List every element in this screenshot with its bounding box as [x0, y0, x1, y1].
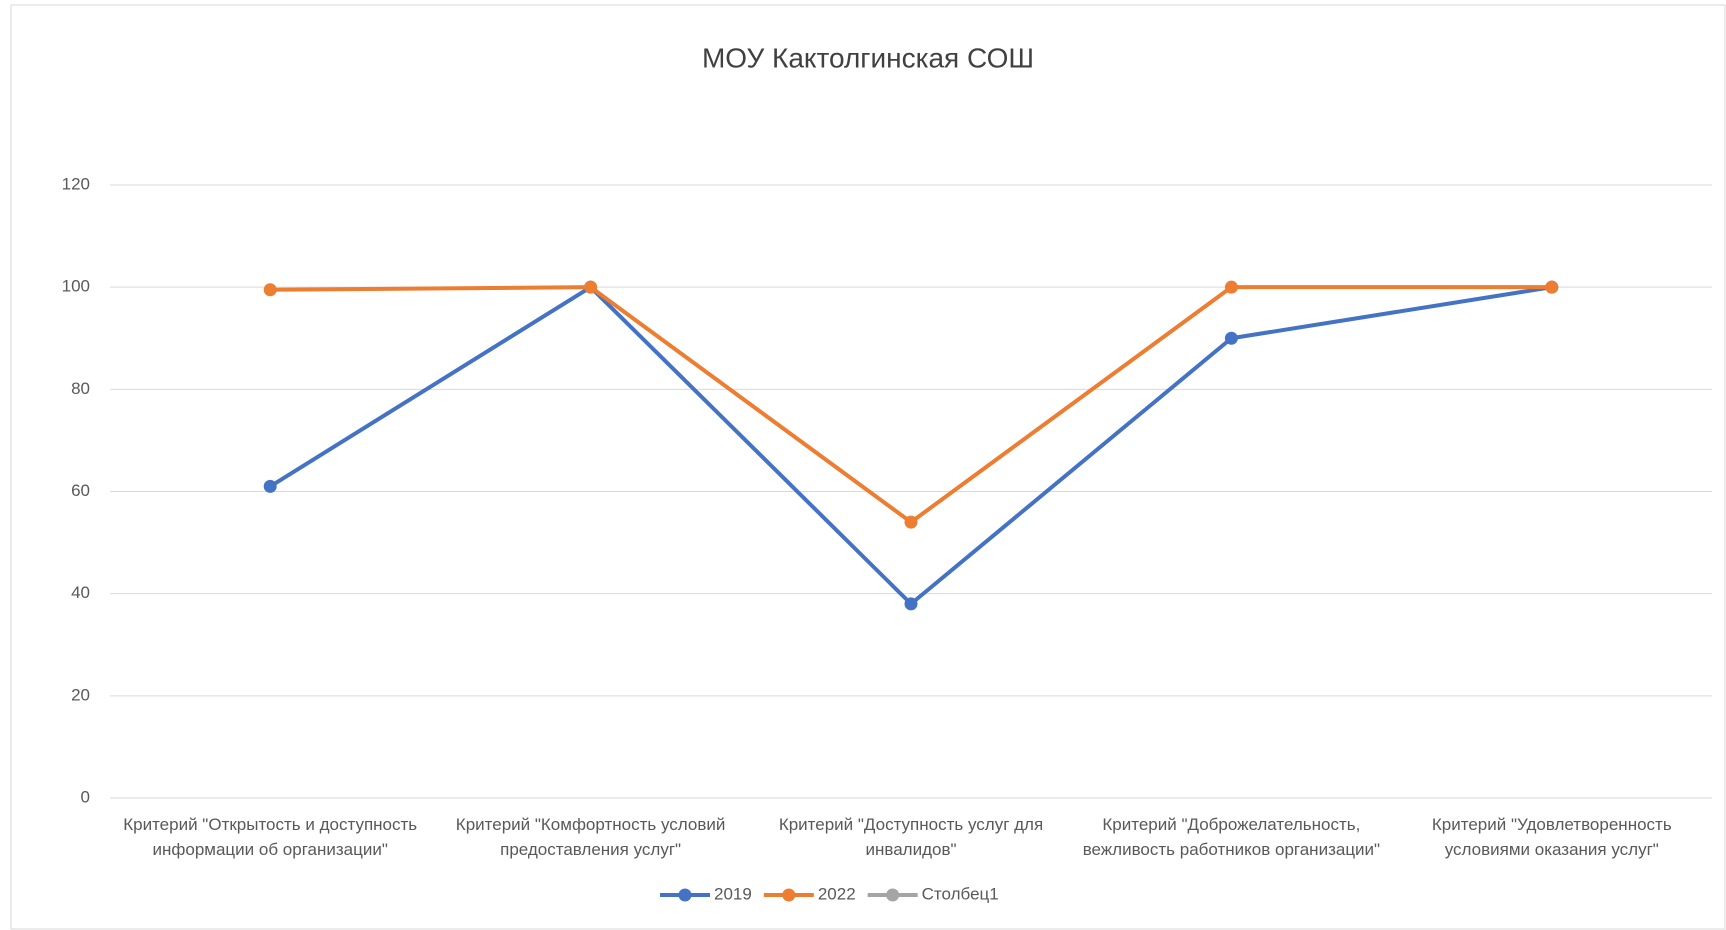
legend-marker	[678, 888, 692, 902]
data-point	[904, 515, 918, 529]
legend-marker	[782, 888, 796, 902]
chart-border	[10, 4, 1726, 930]
x-tick-label: Критерий "Доброжелательность, вежливость …	[1083, 815, 1380, 859]
legend-marker	[886, 888, 900, 902]
y-tick-label: 100	[62, 277, 90, 296]
y-tick-label: 60	[71, 481, 90, 500]
legend-label: 2019	[714, 884, 752, 903]
x-tick-label: Критерий "Комфортность условий предоставл…	[456, 815, 726, 859]
y-tick-label: 20	[71, 685, 90, 704]
data-point	[263, 283, 277, 297]
data-point	[584, 280, 598, 294]
data-point	[1545, 280, 1559, 294]
y-tick-label: 40	[71, 583, 90, 602]
legend-label: 2022	[818, 884, 856, 903]
y-tick-label: 80	[71, 379, 90, 398]
y-tick-label: 0	[81, 787, 90, 806]
data-point	[1224, 331, 1238, 345]
x-tick-label: Критерий "Открытость и доступность информ…	[123, 815, 417, 859]
legend-label: Столбец1	[922, 884, 999, 903]
data-point	[1224, 280, 1238, 294]
y-tick-label: 120	[62, 174, 90, 193]
data-point	[904, 597, 918, 611]
x-tick-label: Критерий "Доступность услуг для инвалидов…	[779, 815, 1043, 859]
chart-title: МОУ Кактолгинская СОШ	[702, 42, 1034, 73]
data-point	[263, 479, 277, 493]
x-tick-label: Критерий "Удовлетворенность условиями ока…	[1432, 815, 1672, 859]
